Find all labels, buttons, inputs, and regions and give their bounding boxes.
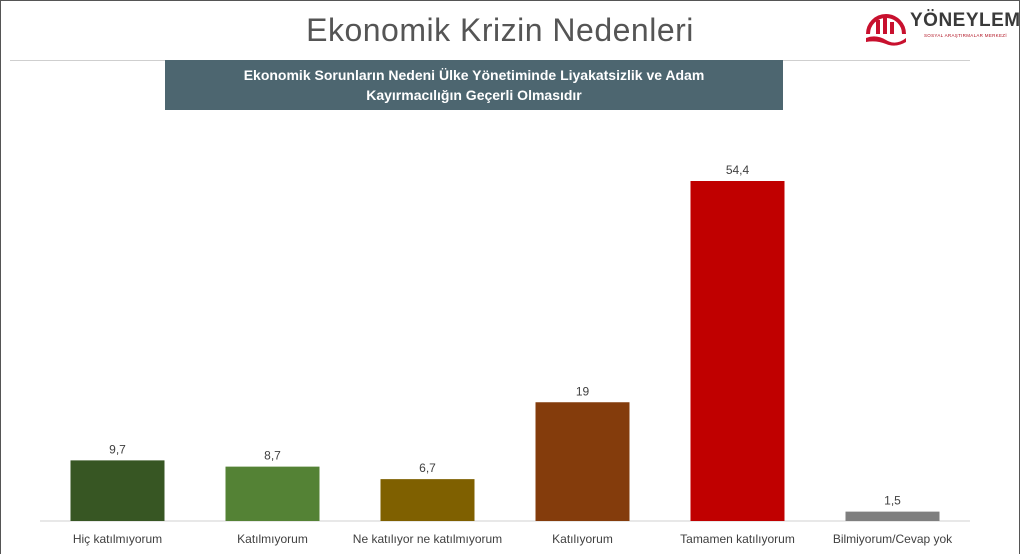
page-title: Ekonomik Krizin Nedenleri <box>306 12 694 48</box>
category-label: Katılmıyorum <box>237 532 308 546</box>
logo-tagline: SOSYAL ARAŞTIRMALAR MERKEZİ <box>924 33 1007 38</box>
logo-name: YÖNEYLEM <box>910 10 1021 31</box>
category-label: Hiç katılmıyorum <box>73 532 162 546</box>
bar <box>690 181 785 521</box>
data-label: 6,7 <box>419 461 436 475</box>
bar <box>225 466 320 521</box>
data-label: 8,7 <box>264 449 281 463</box>
bar <box>535 402 630 521</box>
logo: YÖNEYLEM SOSYAL ARAŞTIRMALAR MERKEZİ <box>862 4 1020 46</box>
data-label: 9,7 <box>109 442 126 456</box>
bar <box>380 479 475 521</box>
logo-icon <box>866 14 906 46</box>
data-label: 1,5 <box>884 494 901 508</box>
category-label: Bilmiyorum/Cevap yok <box>833 532 953 546</box>
category-label: Tamamen katılıyorum <box>680 532 795 546</box>
chart-title: Ekonomik Sorunların Nedeni Ülke Yönetimi… <box>165 60 783 110</box>
category-label: Ne katılıyor ne katılmıyorum <box>353 532 502 546</box>
data-label: 54,4 <box>726 163 750 177</box>
bar <box>845 511 940 521</box>
bar <box>70 460 165 521</box>
category-label: Katılıyorum <box>552 532 613 546</box>
data-label: 19 <box>576 384 590 398</box>
